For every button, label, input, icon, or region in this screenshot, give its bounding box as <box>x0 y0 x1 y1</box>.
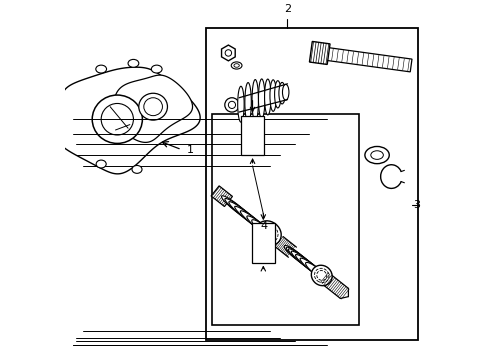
Ellipse shape <box>278 82 285 104</box>
Ellipse shape <box>143 98 162 116</box>
Polygon shape <box>57 67 200 174</box>
Ellipse shape <box>258 79 264 118</box>
Ellipse shape <box>288 249 317 273</box>
Ellipse shape <box>231 62 242 69</box>
Ellipse shape <box>128 59 139 67</box>
Ellipse shape <box>305 262 326 280</box>
Ellipse shape <box>237 86 244 122</box>
Circle shape <box>228 101 235 108</box>
Ellipse shape <box>224 198 256 224</box>
Polygon shape <box>318 46 411 72</box>
Bar <box>212 114 358 325</box>
Ellipse shape <box>284 246 305 263</box>
Text: 3: 3 <box>413 200 420 210</box>
Ellipse shape <box>244 82 251 122</box>
Ellipse shape <box>139 93 167 120</box>
Bar <box>241 116 264 155</box>
Text: 4: 4 <box>260 221 267 231</box>
Ellipse shape <box>101 103 133 135</box>
Polygon shape <box>211 186 232 207</box>
Ellipse shape <box>240 211 269 234</box>
Ellipse shape <box>269 80 276 111</box>
Ellipse shape <box>228 202 262 229</box>
Ellipse shape <box>300 258 326 280</box>
Polygon shape <box>221 45 235 61</box>
Text: 1: 1 <box>187 145 194 155</box>
Ellipse shape <box>370 151 383 159</box>
Ellipse shape <box>264 79 270 115</box>
Polygon shape <box>114 75 192 143</box>
Ellipse shape <box>282 84 288 100</box>
Ellipse shape <box>251 80 258 121</box>
Ellipse shape <box>251 220 271 236</box>
Bar <box>206 28 417 339</box>
Ellipse shape <box>246 216 271 236</box>
Ellipse shape <box>285 247 311 268</box>
Text: 2: 2 <box>284 4 290 14</box>
Ellipse shape <box>295 255 326 279</box>
Circle shape <box>224 98 239 112</box>
Ellipse shape <box>96 160 106 168</box>
Ellipse shape <box>233 64 239 67</box>
Circle shape <box>224 50 231 56</box>
Ellipse shape <box>132 166 142 174</box>
Ellipse shape <box>255 221 281 246</box>
Ellipse shape <box>291 251 322 276</box>
Ellipse shape <box>151 65 162 73</box>
Ellipse shape <box>96 65 106 73</box>
Ellipse shape <box>274 81 281 108</box>
Ellipse shape <box>92 95 142 143</box>
Ellipse shape <box>221 196 248 218</box>
Ellipse shape <box>364 147 388 164</box>
Bar <box>251 223 274 262</box>
Ellipse shape <box>234 206 267 233</box>
Polygon shape <box>309 41 329 64</box>
Ellipse shape <box>311 265 331 286</box>
